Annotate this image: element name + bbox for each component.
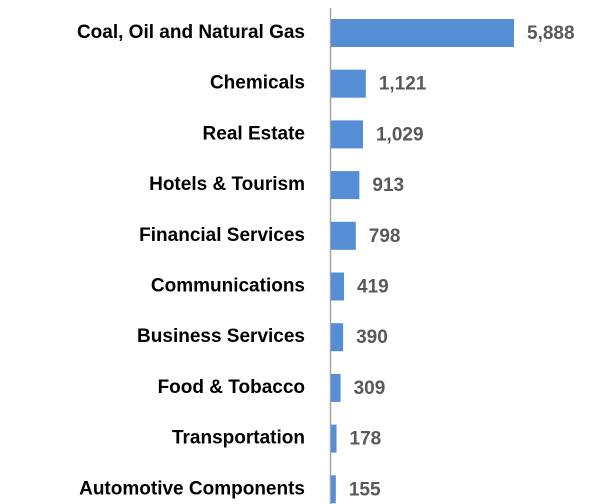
bar [331,120,363,149]
value-label: 1,029 [376,124,424,145]
value-label: 178 [350,429,382,450]
value-label: 390 [356,327,388,348]
value-label: 419 [357,277,389,298]
category-label: Coal, Oil and Natural Gas [77,22,305,43]
bar [331,323,344,352]
value-label: 913 [372,175,404,196]
bar [331,272,345,301]
bar [331,171,360,200]
category-label: Hotels & Tourism [149,174,305,195]
bar [331,69,366,98]
value-label: 5,888 [527,23,575,44]
category-label: Chemicals [210,73,305,94]
category-label: Food & Tobacco [158,377,305,398]
bar [331,424,337,453]
category-label: Real Estate [203,123,305,144]
bar [331,19,514,47]
value-label: 309 [354,378,386,399]
category-label: Automotive Components [79,478,305,499]
value-label: 155 [349,479,381,500]
bar [331,373,341,402]
category-label: Transportation [172,428,305,449]
category-label: Financial Services [139,225,305,246]
category-label: Communications [151,276,305,297]
bar [331,475,336,504]
value-label: 798 [369,226,401,247]
value-label: 1,121 [379,74,427,95]
bar [331,221,356,250]
category-label: Business Services [137,326,305,347]
